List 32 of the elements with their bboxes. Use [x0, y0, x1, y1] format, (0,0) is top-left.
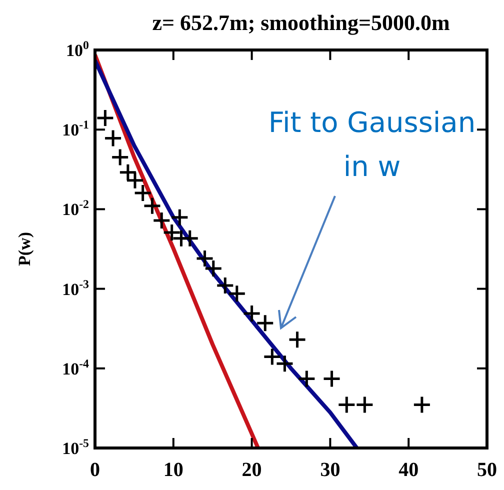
- point: [142, 196, 162, 216]
- point: [134, 184, 152, 202]
- chart-title: z= 652.7m; smoothing=5000.0m: [152, 10, 450, 35]
- point: [412, 395, 432, 414]
- y-axis-title: P(w): [15, 232, 34, 266]
- x-tick-label: 50: [477, 459, 497, 481]
- point: [104, 128, 122, 148]
- x-tick-label: 10: [163, 459, 184, 481]
- point: [355, 395, 374, 414]
- point: [110, 148, 130, 166]
- y-tick-label: 10$^{-4}$: [62, 356, 90, 378]
- y-tick-label: 10$^{0}$: [66, 38, 90, 60]
- point: [170, 208, 189, 227]
- point: [297, 370, 316, 388]
- point: [322, 370, 342, 388]
- annotation: Fit to Gaussian in w: [268, 106, 476, 183]
- point: [242, 304, 262, 323]
- point: [180, 229, 200, 248]
- y-tick-label: 10$^{-2}$: [62, 197, 90, 220]
- point: [337, 395, 356, 414]
- y-tick-label: 10$^{-1}$: [62, 118, 90, 140]
- point: [275, 354, 294, 373]
- x-tick-label: 20: [242, 459, 262, 481]
- point: [256, 314, 274, 332]
- point: [96, 108, 114, 128]
- point: [288, 330, 307, 349]
- point: [262, 348, 282, 366]
- y-tick-label: 10$^{-3}$: [62, 276, 90, 299]
- x-tick-label: 40: [398, 459, 419, 481]
- x-tick-label: 0: [90, 459, 100, 481]
- x-tick-label: 30: [320, 459, 340, 481]
- y-tick-label: 10$^{-5}$: [62, 436, 90, 458]
